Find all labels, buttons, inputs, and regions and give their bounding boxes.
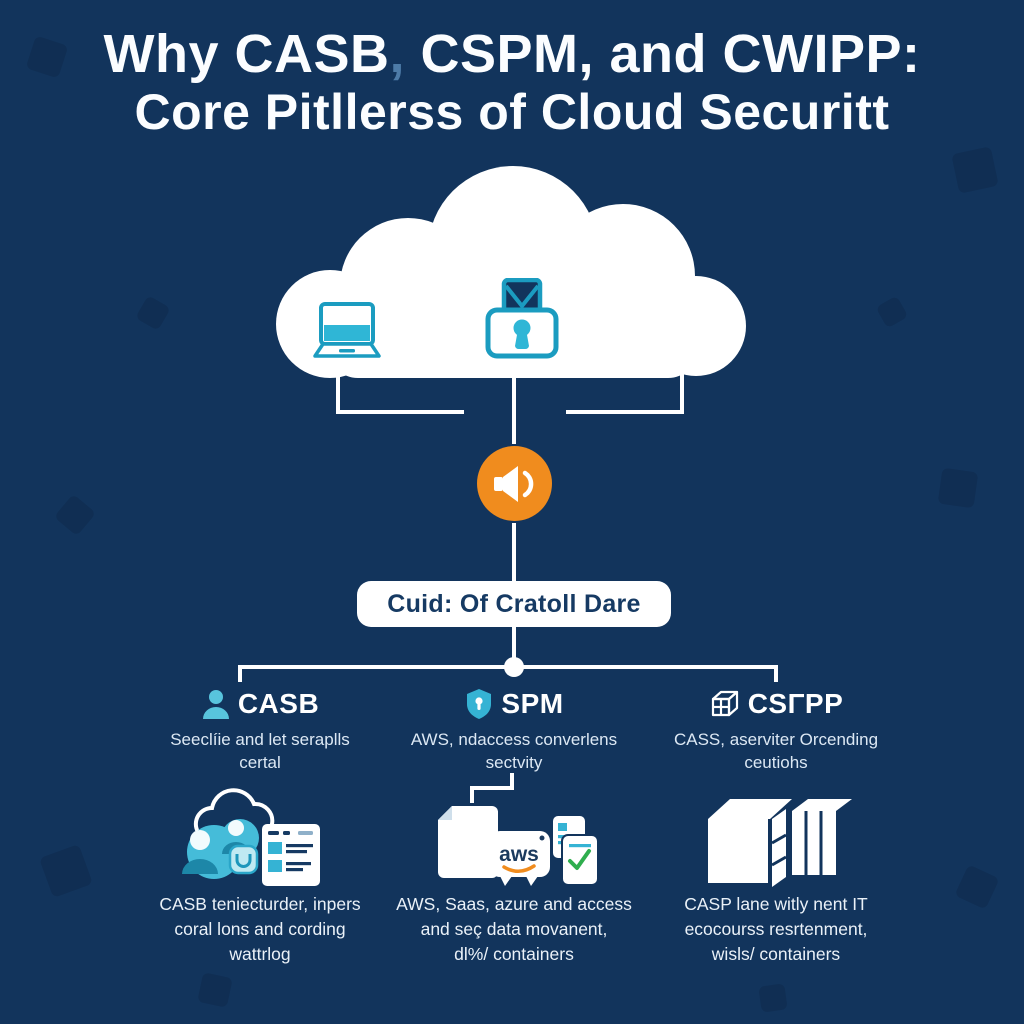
title-line1-pre: Why CASB: [103, 24, 390, 84]
browser-window-icon: [262, 824, 320, 886]
column-spm: SPM AWS, ndaccess converlens sectvity: [364, 688, 664, 775]
column-cspp: CSΓPP CASS, aserviter Orcending ceutiohs: [626, 688, 926, 775]
branch-tick: [774, 665, 778, 682]
column-spm-header: SPM: [364, 688, 664, 720]
aws-logo-bubble: aws: [490, 831, 550, 886]
branch-tick: [238, 665, 242, 682]
column-caption: CASB teniecturder, inpers coral lons and…: [159, 894, 361, 964]
person-icon: [202, 690, 229, 719]
gate-label-box: Cuid: Of Cratoll Dare: [357, 581, 671, 627]
checklist-cards-icon: [551, 814, 599, 886]
column-heading: CASB: [237, 688, 320, 719]
connector-line: [512, 523, 516, 581]
column-subtitle: Seeclíie and let seraplls certal: [170, 730, 350, 772]
column-cspp-header: CSΓPP: [626, 688, 926, 720]
spm-illustration: aws: [438, 773, 599, 886]
gate-label: Cuid: Of Cratoll Dare: [387, 589, 641, 618]
column-heading: SPM: [501, 688, 564, 719]
title-line1-post: CSPM, and CWIPP:: [405, 24, 921, 84]
connector-line: [336, 372, 340, 414]
alert-badge: [477, 446, 552, 521]
containers-icon: [708, 799, 852, 887]
cspp-illustration: [708, 799, 852, 887]
speaker-icon: [493, 465, 533, 502]
column-heading: CSΓPP: [747, 688, 844, 719]
column-subtitle: CASS, aserviter Orcending ceutiohs: [673, 730, 879, 772]
aws-logo-text: aws: [499, 843, 539, 866]
background-glyph: [53, 493, 97, 537]
cube-icon: [711, 690, 738, 717]
lock-envelope-icon: [485, 278, 559, 359]
connector-line: [512, 372, 516, 444]
title-line1-comma: ,: [389, 24, 405, 84]
column-caption: CASP lane witly nent IT ecocourss resrte…: [684, 894, 868, 964]
connector-line: [470, 773, 514, 803]
laptop-icon: [313, 302, 381, 358]
column-casb-header: CASB: [110, 688, 410, 720]
document-icon: [438, 806, 498, 878]
background-glyph: [135, 295, 171, 331]
column-caption: AWS, Saas, azure and access and seç data…: [396, 894, 632, 964]
background-glyph: [197, 972, 233, 1008]
connector-line: [512, 627, 516, 667]
cloud-outline-icon: [193, 788, 275, 834]
connector-line: [336, 410, 464, 414]
column-subtitle: AWS, ndaccess converlens sectvity: [410, 730, 618, 772]
connector-line: [680, 372, 684, 414]
casb-illustration: [182, 788, 320, 886]
background-glyph: [937, 467, 979, 509]
page-title: Why CASB, CSPM, and CWIPP: Core Pitllers…: [0, 24, 1024, 140]
background-glyph: [39, 844, 93, 898]
shield-icon: [467, 689, 492, 719]
background-glyph: [758, 983, 788, 1013]
title-line-1: Why CASB, CSPM, and CWIPP:: [0, 24, 1024, 84]
title-line-2: Core Pitllerss of Cloud Securitt: [134, 84, 890, 141]
branch-node-dot: [504, 657, 524, 677]
background-glyph: [954, 864, 1000, 910]
connector-line: [566, 410, 684, 414]
column-casb: CASB Seeclíie and let seraplls certal: [110, 688, 410, 775]
background-glyph: [951, 146, 999, 194]
background-glyph: [875, 295, 909, 329]
